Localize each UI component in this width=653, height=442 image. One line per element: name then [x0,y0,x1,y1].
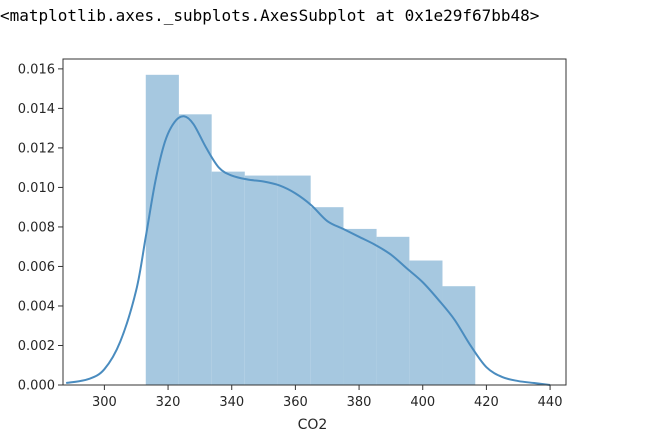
histogram-bar [145,74,179,385]
y-axis: 0.000 0.002 0.004 0.006 0.008 0.010 0.012 0.014… [18,62,63,394]
y-tick-label: 0.000 [18,379,55,394]
x-tick-label: 320 [156,395,181,410]
kde-curve [66,115,551,386]
histogram-bar [442,286,476,385]
histogram-bar [244,175,278,385]
x-tick-label: 380 [347,395,372,410]
y-tick-label: 0.008 [18,220,55,235]
histogram-bar [409,260,443,385]
y-tick-label: 0.012 [18,141,55,156]
x-axis-label: CO2 [298,417,328,433]
histogram-bar [376,236,410,385]
y-tick-label: 0.002 [18,339,55,354]
histogram-bar [277,175,311,385]
x-tick-label: 440 [538,395,563,410]
x-tick-label: 340 [219,395,244,410]
y-tick-label: 0.010 [18,181,55,196]
axes-frame [62,58,567,386]
x-tick-label: 400 [410,395,435,410]
output-repr-text: <matplotlib.axes._subplots.AxesSubplot a… [0,6,540,25]
y-tick-label: 0.016 [18,62,55,77]
x-tick-label: 420 [474,395,499,410]
y-tick-label: 0.006 [18,260,55,275]
histogram-bar [211,171,245,385]
y-tick-label: 0.014 [18,102,55,117]
histogram-bar [178,114,212,385]
x-tick-label: 300 [92,395,117,410]
histogram-bars [145,74,476,385]
x-axis: 300 320 340 360 380 400 420 440 [92,385,563,410]
histogram-bar [343,228,377,385]
histogram-bar [310,207,344,385]
y-tick-label: 0.004 [18,299,55,314]
x-tick-label: 360 [283,395,308,410]
kde-curve-group [66,115,551,386]
